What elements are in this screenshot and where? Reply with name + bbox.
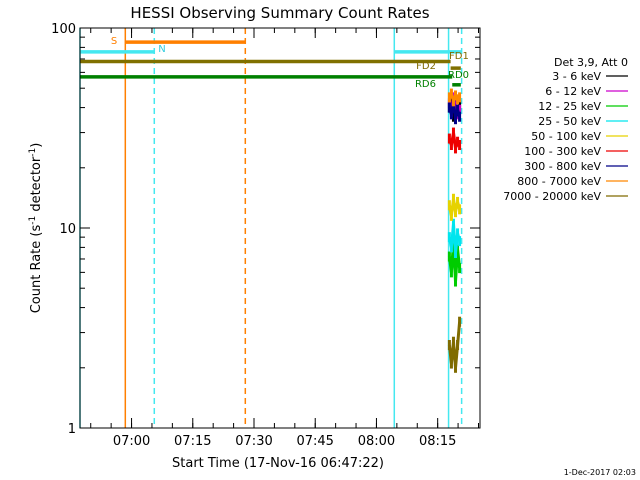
series-point-2-0 <box>447 251 451 262</box>
series-point-7-2 <box>451 96 455 107</box>
legend-entry-label-4: 50 - 100 keV <box>531 130 601 143</box>
series-point-5-3 <box>454 143 458 154</box>
x-tick-label-0: 07:00 <box>113 434 150 449</box>
series-point-6-0 <box>447 102 451 113</box>
legend-entry-label-2: 12 - 25 keV <box>538 100 601 113</box>
series-point-8-3 <box>454 362 458 373</box>
flag-label-fd1: FD1 <box>449 51 469 62</box>
series-point-8-0 <box>447 340 451 351</box>
series-point-7-4 <box>456 94 460 105</box>
series-point-7-0 <box>447 92 451 103</box>
y-tick-label-2: 100 <box>51 22 76 37</box>
series-point-5-1 <box>449 140 453 151</box>
flag-label-s: S <box>111 36 117 47</box>
series-point-5-2 <box>451 127 455 138</box>
x-axis-label: Start Time (17-Nov-16 06:47:22) <box>172 456 384 471</box>
series-point-5-5 <box>458 140 462 151</box>
series-point-8-4 <box>456 340 460 351</box>
series-point-6-1 <box>449 109 453 120</box>
legend-header: Det 3,9, Att 0 <box>554 56 628 69</box>
series-point-4-4 <box>456 196 460 207</box>
series-point-6-4 <box>456 104 460 115</box>
series-7 <box>447 88 462 107</box>
y-tick-label-0: 1 <box>68 422 76 437</box>
legend-entry-label-0: 3 - 6 keV <box>552 70 601 83</box>
y-axis-label: Count Rate (s-1 detector-1) <box>28 143 44 314</box>
footer-timestamp: 1-Dec-2017 02:03 <box>564 468 636 477</box>
x-tick-label-5: 08:15 <box>419 434 456 449</box>
series-point-4-1 <box>449 210 453 221</box>
series-point-6-3 <box>454 114 458 125</box>
axes: 1 10 100 07:00 07:15 07:30 07:45 08:00 08:15 <box>51 22 480 449</box>
series-point-7-5 <box>458 92 462 103</box>
y-axis-label-sup2: -1 <box>28 148 38 157</box>
plot-area: S N FD1 FD2 RD0 RD6 <box>79 28 469 428</box>
x-tick-label-3: 07:45 <box>296 434 333 449</box>
legend-entry-label-7: 800 - 7000 keV <box>517 175 601 188</box>
y-axis-label-part2: detector <box>29 156 44 216</box>
series-point-3-0 <box>447 232 451 243</box>
x-tick-label-2: 07:30 <box>235 434 272 449</box>
series-point-5-4 <box>456 136 460 147</box>
chart-title: HESSI Observing Summary Count Rates <box>130 4 429 22</box>
legend-entry-label-1: 6 - 12 keV <box>545 85 601 98</box>
series-point-2-4 <box>456 244 460 255</box>
series-point-4-3 <box>454 207 458 218</box>
series-point-3-5 <box>458 236 462 247</box>
y-axis-label-sup1: -1 <box>28 216 38 225</box>
series-point-6-5 <box>458 111 462 122</box>
series-point-4-2 <box>451 193 455 204</box>
legend: Det 3,9, Att 03 - 6 keV 6 - 12 keV 12 - 25… <box>503 56 628 203</box>
series-point-7-1 <box>449 88 453 99</box>
flag-label-rd6: RD6 <box>415 79 436 90</box>
series-point-8-1 <box>449 358 453 369</box>
series-point-3-4 <box>456 228 460 239</box>
series-point-3-1 <box>449 242 453 253</box>
y-axis-label-part1: Count Rate (s <box>29 225 44 314</box>
series-point-8-2 <box>451 336 455 347</box>
series-point-4-5 <box>458 204 462 215</box>
series-3 <box>447 218 462 258</box>
legend-entry-label-5: 100 - 300 keV <box>524 145 601 158</box>
series-8 <box>447 316 462 373</box>
series-point-3-2 <box>451 218 455 229</box>
series-point-8-5 <box>458 316 462 327</box>
y-axis-label-part3: ) <box>29 143 44 148</box>
series-4 <box>447 193 462 221</box>
flag-label-rd0: RD0 <box>448 70 469 81</box>
series-point-2-1 <box>449 267 453 278</box>
legend-entry-label-6: 300 - 800 keV <box>524 160 601 173</box>
series-point-4-0 <box>447 200 451 211</box>
x-tick-label-1: 07:15 <box>174 434 211 449</box>
series-point-5-0 <box>447 133 451 144</box>
series-point-2-3 <box>454 276 458 287</box>
flag-label-n: N <box>158 44 165 55</box>
series-point-1-5 <box>458 104 462 115</box>
legend-entry-label-3: 25 - 50 keV <box>538 115 601 128</box>
flag-label-fd2: FD2 <box>416 61 436 72</box>
series-5 <box>447 127 462 154</box>
series-point-7-3 <box>454 90 458 101</box>
legend-entry-label-8: 7000 - 20000 keV <box>503 190 601 203</box>
x-tick-label-4: 08:00 <box>358 434 395 449</box>
y-tick-label-1: 10 <box>59 222 76 237</box>
series-point-0-2 <box>451 111 455 122</box>
series-point-2-5 <box>458 263 462 274</box>
series-point-3-3 <box>454 247 458 258</box>
